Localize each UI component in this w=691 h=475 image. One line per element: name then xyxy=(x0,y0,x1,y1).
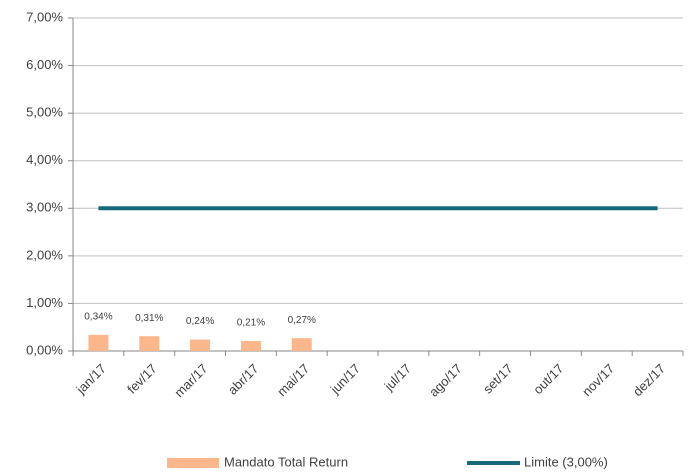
y-tick-label: 0,00% xyxy=(26,342,63,357)
legend-swatch xyxy=(167,458,219,468)
y-tick-label: 3,00% xyxy=(26,200,63,215)
y-tick-label: 5,00% xyxy=(26,105,63,120)
x-tick-label: jan/17 xyxy=(73,361,109,397)
x-tick-label: jun/17 xyxy=(327,361,363,397)
data-label: 0,31% xyxy=(135,313,163,324)
x-tick-label: nov/17 xyxy=(579,361,617,399)
x-tick-label: ago/17 xyxy=(426,361,465,400)
bar xyxy=(88,334,109,351)
y-tick-label: 1,00% xyxy=(26,295,63,310)
legend-label: Mandato Total Return xyxy=(224,454,348,469)
y-tick-label: 4,00% xyxy=(26,152,63,167)
x-tick-label: jul/17 xyxy=(381,361,414,394)
data-label: 0,34% xyxy=(84,311,112,322)
x-tick-label: mar/17 xyxy=(171,361,210,400)
x-tick-label: dez/17 xyxy=(630,361,668,399)
data-label: 0,27% xyxy=(288,315,316,326)
x-tick-label: fev/17 xyxy=(124,361,160,397)
y-tick-label: 6,00% xyxy=(26,57,63,72)
bar xyxy=(190,339,211,351)
legend-label: Limite (3,00%) xyxy=(524,454,608,469)
data-label: 0,21% xyxy=(237,318,265,329)
x-tick-label: out/17 xyxy=(530,361,566,397)
x-tick-label: mai/17 xyxy=(274,361,312,399)
bar xyxy=(240,341,261,351)
x-tick-label: abr/17 xyxy=(225,361,262,398)
bar xyxy=(291,338,312,351)
bar xyxy=(139,336,160,351)
data-label: 0,24% xyxy=(186,316,214,327)
y-tick-label: 7,00% xyxy=(26,9,63,24)
y-tick-label: 2,00% xyxy=(26,247,63,262)
x-tick-label: set/17 xyxy=(480,361,516,397)
